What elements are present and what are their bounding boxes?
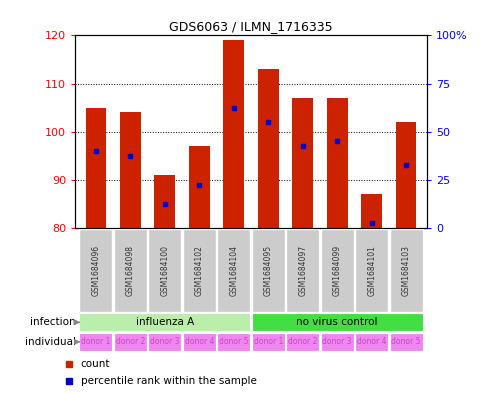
Bar (292, 98, 312, 228)
Text: donor 3: donor 3 (150, 338, 179, 346)
Bar (326, 98, 347, 228)
Text: donor 2: donor 2 (115, 338, 145, 346)
Text: GSM1684102: GSM1684102 (195, 245, 203, 296)
Text: GSM1684099: GSM1684099 (332, 244, 341, 296)
Bar (182, 229, 215, 312)
Bar (120, 112, 140, 228)
Bar (389, 333, 422, 351)
Text: GSM1684101: GSM1684101 (366, 245, 376, 296)
Bar (85, 108, 106, 228)
Text: donor 4: donor 4 (184, 338, 213, 346)
Text: donor 1: donor 1 (253, 338, 282, 346)
Bar (354, 333, 387, 351)
Bar (114, 229, 147, 312)
Text: GSM1684095: GSM1684095 (263, 244, 272, 296)
Text: no virus control: no virus control (296, 317, 377, 327)
Text: donor 3: donor 3 (322, 338, 351, 346)
Text: donor 5: donor 5 (391, 338, 420, 346)
Text: donor 1: donor 1 (81, 338, 110, 346)
Text: donor 4: donor 4 (356, 338, 386, 346)
Bar (320, 229, 353, 312)
Text: infection: infection (30, 317, 76, 327)
Text: GSM1684104: GSM1684104 (229, 245, 238, 296)
Bar (251, 314, 422, 331)
Bar (79, 333, 112, 351)
Text: percentile rank within the sample: percentile rank within the sample (80, 376, 256, 386)
Bar (189, 146, 209, 228)
Text: GSM1684100: GSM1684100 (160, 245, 169, 296)
Text: GSM1684097: GSM1684097 (298, 244, 306, 296)
Bar (79, 314, 250, 331)
Bar (223, 40, 243, 228)
Bar (389, 229, 422, 312)
Bar (182, 333, 215, 351)
Bar (79, 229, 112, 312)
Bar (354, 229, 387, 312)
Text: individual: individual (25, 337, 76, 347)
Text: GSM1684098: GSM1684098 (125, 245, 135, 296)
Bar (217, 229, 250, 312)
Bar (148, 333, 181, 351)
Bar (114, 333, 147, 351)
Text: GSM1684096: GSM1684096 (91, 244, 100, 296)
Text: influenza A: influenza A (136, 317, 194, 327)
Bar (320, 333, 353, 351)
Bar (286, 333, 318, 351)
Text: count: count (80, 358, 110, 369)
Text: GSM1684103: GSM1684103 (401, 245, 410, 296)
Text: donor 2: donor 2 (287, 338, 317, 346)
Title: GDS6063 / ILMN_1716335: GDS6063 / ILMN_1716335 (169, 20, 332, 33)
Bar (217, 333, 250, 351)
Bar (154, 175, 175, 228)
Bar (251, 333, 284, 351)
Bar (257, 69, 278, 228)
Bar (148, 229, 181, 312)
Bar (286, 229, 318, 312)
Bar (395, 122, 416, 228)
Bar (361, 194, 381, 228)
Text: donor 5: donor 5 (219, 338, 248, 346)
Bar (251, 229, 284, 312)
